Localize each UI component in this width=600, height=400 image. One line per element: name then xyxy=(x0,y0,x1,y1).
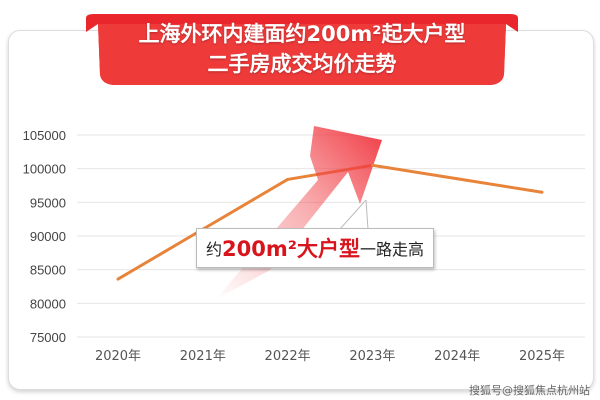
x-tick-label: 2021年 xyxy=(180,349,226,364)
data-point-2024年 xyxy=(455,177,459,181)
y-tick-label: 85000 xyxy=(30,263,66,278)
data-point-2020年 xyxy=(116,277,120,281)
annotation-prefix: 约 xyxy=(206,240,223,259)
banner-title-line2: 二手房成交均价走势 xyxy=(207,52,397,76)
banner-title-line1: 上海外环内建面约200m²起大户型 xyxy=(138,22,466,46)
y-tick-label: 90000 xyxy=(30,229,66,244)
y-tick-label: 100000 xyxy=(23,162,66,177)
y-tick-label: 95000 xyxy=(30,195,66,210)
annotation-suffix: 一路走高 xyxy=(359,240,424,259)
data-point-2022年 xyxy=(286,177,290,181)
watermark: 搜狐号@搜狐焦点杭州站 xyxy=(469,384,590,397)
x-tick-label: 2024年 xyxy=(434,349,480,364)
annotation-callout: 约 200m²大户型 一路走高 xyxy=(196,228,434,268)
callout-pointer xyxy=(340,200,369,230)
x-tick-label: 2023年 xyxy=(349,349,395,364)
title-banner xyxy=(86,14,518,85)
data-point-2023年 xyxy=(370,163,374,167)
x-tick-label: 2020年 xyxy=(95,349,141,364)
y-tick-label: 75000 xyxy=(30,330,66,345)
x-tick-label: 2025年 xyxy=(519,349,565,364)
y-tick-label: 80000 xyxy=(30,296,66,311)
y-tick-label: 105000 xyxy=(23,128,66,143)
x-tick-label: 2022年 xyxy=(265,349,311,364)
data-point-2025年 xyxy=(540,190,544,194)
annotation-highlight: 200m²大户型 xyxy=(222,237,360,261)
